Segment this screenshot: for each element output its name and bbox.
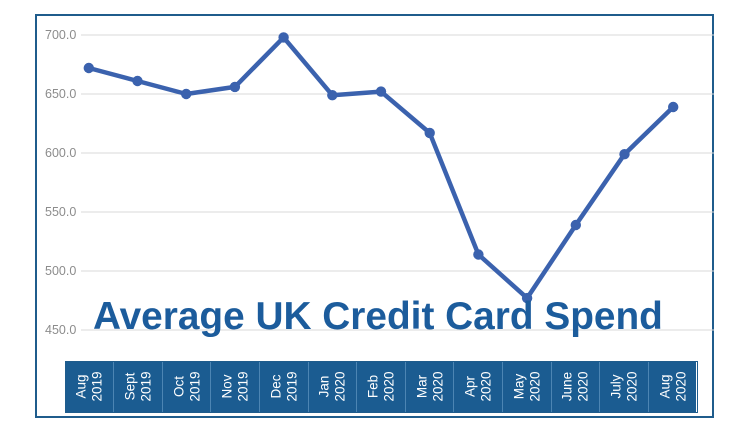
svg-text:600.0: 600.0 (45, 146, 76, 160)
svg-text:500.0: 500.0 (45, 264, 76, 278)
svg-text:450.0: 450.0 (45, 323, 76, 337)
svg-text:650.0: 650.0 (45, 87, 76, 101)
svg-text:550.0: 550.0 (45, 205, 76, 219)
svg-text:700.0: 700.0 (45, 28, 76, 42)
